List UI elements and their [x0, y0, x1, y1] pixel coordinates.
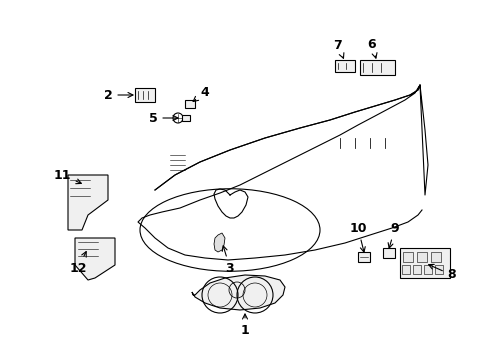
Text: 4: 4	[193, 86, 209, 102]
Text: 11: 11	[53, 168, 81, 184]
Polygon shape	[402, 252, 412, 262]
Text: 7: 7	[333, 39, 343, 58]
Text: 9: 9	[387, 221, 399, 248]
Text: 2: 2	[103, 89, 133, 102]
Polygon shape	[357, 252, 369, 262]
Polygon shape	[382, 248, 394, 258]
Polygon shape	[399, 248, 449, 278]
Polygon shape	[416, 252, 426, 262]
Polygon shape	[184, 100, 195, 108]
Polygon shape	[182, 115, 190, 121]
Polygon shape	[334, 60, 354, 72]
Text: 3: 3	[222, 246, 234, 275]
Polygon shape	[68, 175, 108, 230]
Text: 1: 1	[240, 314, 249, 337]
Polygon shape	[359, 60, 394, 75]
Text: 8: 8	[428, 264, 455, 282]
Polygon shape	[192, 275, 285, 310]
Polygon shape	[75, 238, 115, 280]
Text: 10: 10	[348, 221, 366, 252]
Text: 12: 12	[69, 252, 86, 275]
Polygon shape	[214, 233, 224, 252]
Polygon shape	[434, 265, 442, 274]
Polygon shape	[401, 265, 409, 274]
Text: 6: 6	[367, 37, 376, 58]
Text: 5: 5	[148, 112, 178, 125]
Polygon shape	[423, 265, 431, 274]
Polygon shape	[430, 252, 440, 262]
Polygon shape	[412, 265, 420, 274]
Polygon shape	[135, 88, 155, 102]
